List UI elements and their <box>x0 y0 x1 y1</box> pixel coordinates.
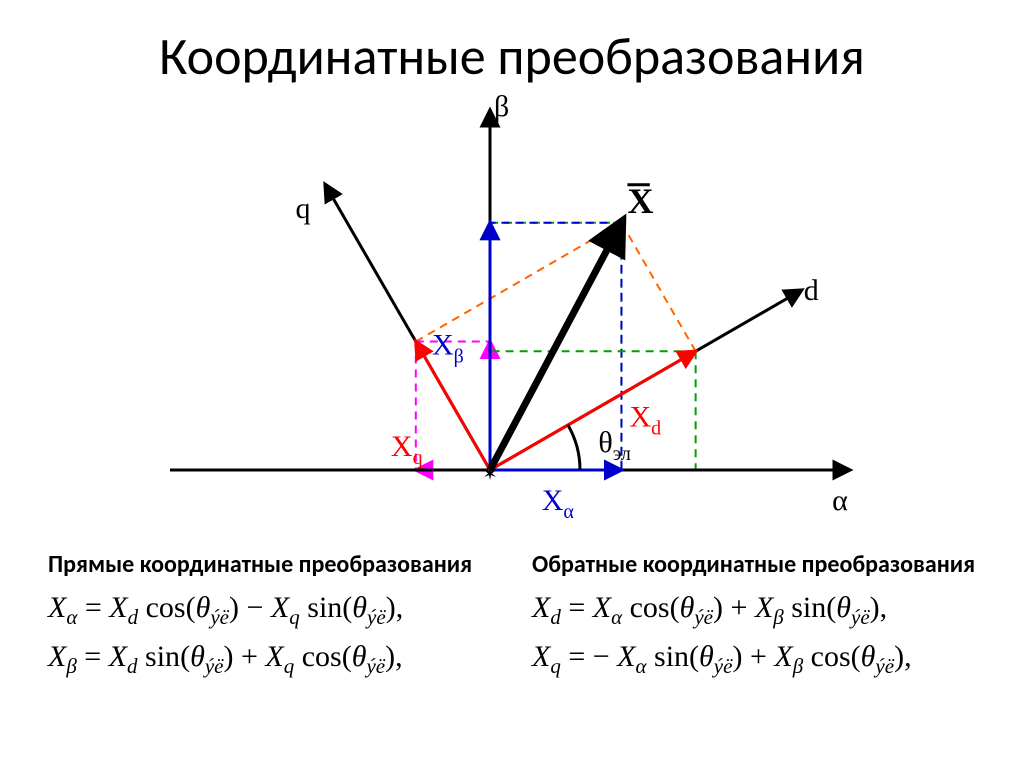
svg-text:β: β <box>494 90 509 123</box>
page-title: Координатные преобразования <box>0 24 1024 88</box>
inverse-column: Обратные координатные преобразования Xd … <box>512 550 1024 689</box>
forward-title: Прямые координатные преобразования <box>48 550 512 579</box>
svg-text:α: α <box>832 484 848 517</box>
svg-text:θэл: θэл <box>598 426 631 465</box>
svg-text:Xd: Xd <box>629 400 661 439</box>
inverse-eq2: Xq = − Xα sin(θýë) + Xβ cos(θýë), <box>532 640 1024 679</box>
svg-text:d: d <box>804 274 819 307</box>
inverse-eq1: Xd = Xα cos(θýë) + Xβ sin(θýë), <box>532 591 1024 630</box>
svg-text:X: X <box>627 181 653 221</box>
svg-text:Xq: Xq <box>391 430 423 469</box>
svg-text:q: q <box>296 192 311 225</box>
forward-column: Прямые координатные преобразования Xα = … <box>0 550 512 689</box>
svg-text:✶: ✶ <box>482 464 497 484</box>
coordinate-diagram: α β q d ✶ X Xα Xβ Xd Xq θэл <box>160 90 860 530</box>
inverse-title: Обратные координатные преобразования <box>532 550 1024 579</box>
forward-eq1: Xα = Xd cos(θýë) − Xq sin(θýë), <box>48 591 512 630</box>
forward-eq2: Xβ = Xd sin(θýë) + Xq cos(θýë), <box>48 640 512 679</box>
formulas-block: Прямые координатные преобразования Xα = … <box>0 550 1024 689</box>
svg-text:Xβ: Xβ <box>432 328 464 367</box>
svg-text:Xα: Xα <box>542 484 575 523</box>
